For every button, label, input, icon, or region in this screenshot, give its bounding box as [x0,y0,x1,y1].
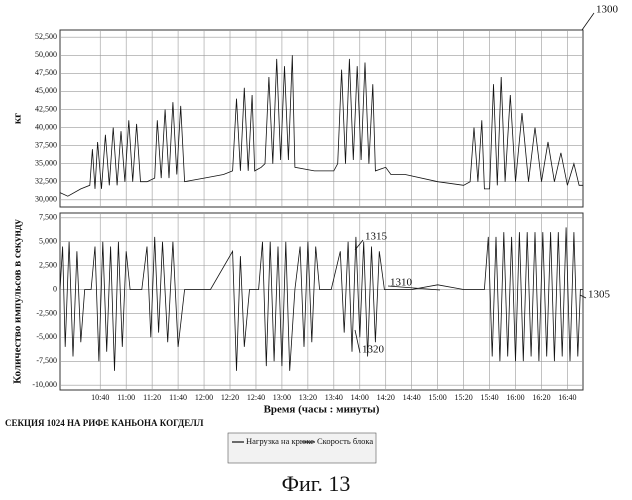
x-tick-label: 14:40 [403,393,421,402]
y-tick-label: 0 [53,284,57,293]
figure-label: Фиг. 13 [282,471,351,496]
annotation: 1310 [390,277,413,289]
x-tick-label: 13:40 [325,393,343,402]
section-caption: СЕКЦИЯ 1024 НА РИФЕ КАНЬОНА КОГДЕЛЛ [5,418,204,428]
legend-label: Скорость блока [317,436,373,446]
y-tick-label: 52,500 [35,32,57,41]
x-tick-label: 14:20 [377,393,395,402]
plot-frame [60,213,583,390]
y-tick-label: 32,500 [35,177,57,186]
y-tick-label: 7,500 [39,213,57,222]
y-tick-label: -2,500 [36,308,57,317]
x-tick-label: 11:00 [117,393,135,402]
x-tick-label: 15:40 [480,393,498,402]
x-tick-label: 14:00 [351,393,369,402]
y-tick-label: 35,000 [35,158,57,167]
x-tick-label: 10:40 [91,393,109,402]
data-line [60,227,583,371]
page: {"chart_data": [ {"type": "line", "y_lab… [0,0,632,500]
annotation: 1305 [588,289,611,301]
y-tick-label: 50,000 [35,50,57,59]
plot-frame [60,30,583,207]
figure: СЕКЦИЯ 1024 НА РИФЕ КАНЬОНА КОГДЕЛЛ Фиг.… [0,0,632,500]
x-tick-label: 13:00 [273,393,291,402]
annotation: 1315 [365,231,388,243]
x-tick-label: 13:20 [299,393,317,402]
y-tick-label: 2,500 [39,260,57,269]
legend-label: Нагрузка на крюке [246,436,314,446]
leader-line [582,13,594,30]
x-tick-label: 12:40 [247,393,265,402]
x-tick-label: 16:00 [506,393,524,402]
x-tick-label: 12:20 [221,393,239,402]
y-tick-label: 47,500 [35,68,57,77]
data-line [60,55,583,196]
y-tick-label: 45,000 [35,86,57,95]
y-axis-label: кг [12,113,24,124]
x-tick-label: 16:40 [558,393,576,402]
x-tick-label: 11:20 [143,393,161,402]
annotation: 1320 [362,344,385,356]
y-axis-label: Количество импульсов в секунду [12,219,24,384]
y-tick-label: -10,000 [32,380,57,389]
x-tick-label: 15:20 [454,393,472,402]
x-tick-label: 11:40 [169,393,187,402]
y-tick-label: -7,500 [36,356,57,365]
x-axis-label: Время (часы : минуты) [264,404,380,416]
x-tick-label: 16:20 [532,393,550,402]
y-tick-label: 37,500 [35,140,57,149]
y-tick-label: 42,500 [35,104,57,113]
x-tick-label: 12:00 [195,393,213,402]
x-tick-label: 15:00 [429,393,447,402]
y-tick-label: -5,000 [36,332,57,341]
y-tick-label: 5,000 [39,237,57,246]
y-tick-label: 40,000 [35,122,57,131]
annotation: 1300 [596,4,619,16]
y-tick-label: 30,000 [35,195,57,204]
